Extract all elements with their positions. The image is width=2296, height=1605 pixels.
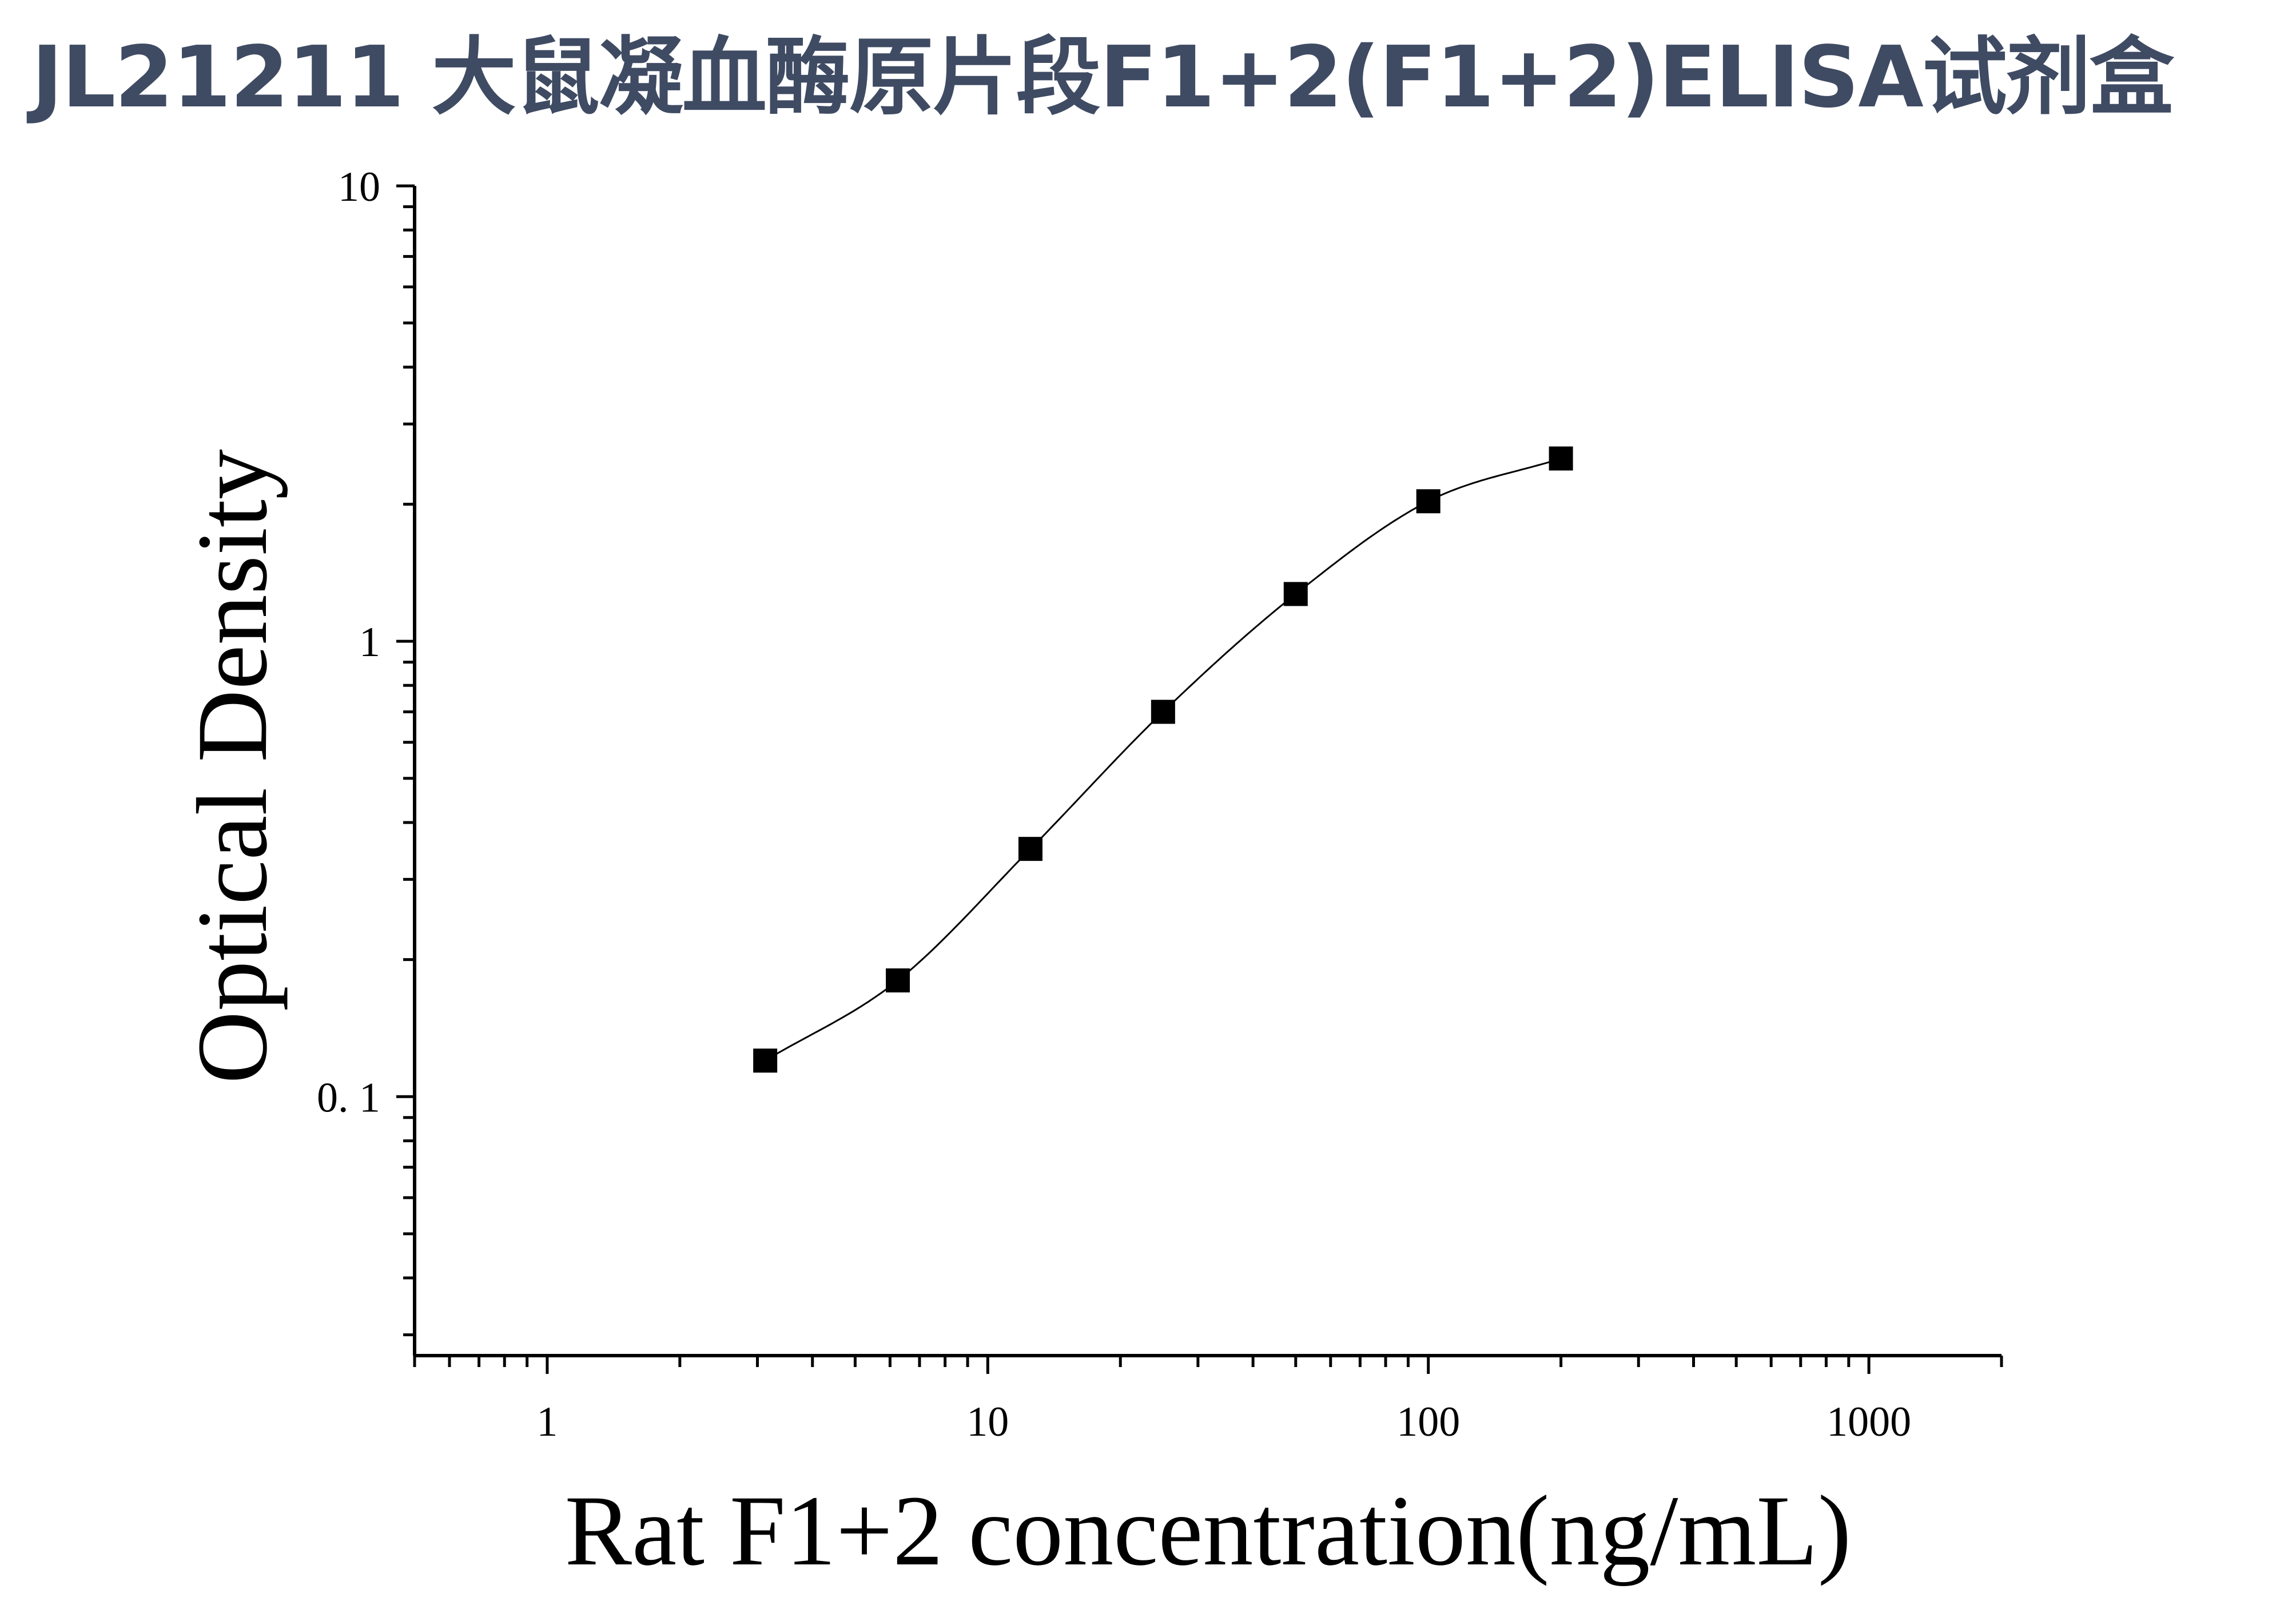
x-tick-label: 1	[536, 1399, 558, 1445]
y-tick-label: 10	[338, 164, 380, 210]
x-tick-label: 100	[1396, 1399, 1460, 1445]
fit-curve	[765, 458, 1562, 1062]
data-point	[753, 1048, 778, 1073]
data-point	[886, 968, 910, 993]
axis-ticks	[396, 184, 2003, 1374]
data-point	[1283, 582, 1308, 606]
data-point	[1416, 489, 1441, 514]
data-point	[1018, 837, 1042, 861]
axes	[413, 186, 2001, 1357]
data-points	[753, 446, 1573, 1073]
y-axis-title: Optical Density	[177, 449, 288, 1084]
data-point	[1151, 700, 1175, 724]
x-tick-label: 1000	[1827, 1399, 1911, 1445]
data-point	[1549, 446, 1573, 471]
y-tick-label: 1	[359, 619, 380, 666]
x-axis-title: Rat F1+2 concentration(ng/mL)	[565, 1475, 1852, 1587]
x-tick-label: 10	[966, 1399, 1009, 1445]
tick-labels: 1 10 100 1000 0. 1 1 10	[317, 164, 1911, 1445]
y-tick-label: 0. 1	[317, 1074, 380, 1121]
page-title: JL21211 大鼠凝血酶原片段F1+2(F1+2)ELISA试剂盒	[31, 28, 2174, 126]
